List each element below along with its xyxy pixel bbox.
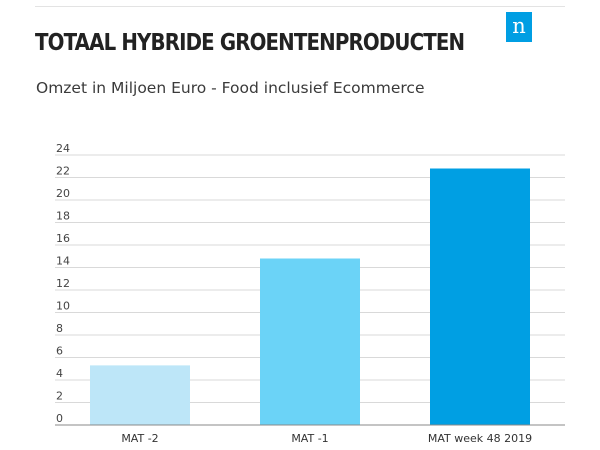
y-tick-label: 24	[56, 142, 70, 155]
x-axis-ticks: MAT -2 MAT -1 MAT week 48 2019	[121, 432, 532, 445]
y-tick-label: 22	[56, 165, 70, 178]
y-tick-label: 20	[56, 187, 70, 200]
y-tick-label: 4	[56, 367, 63, 380]
chart-title: TOTAAL HYBRIDE GROENTENPRODUCTEN	[35, 30, 465, 56]
x-tick-label: MAT -1	[291, 432, 328, 445]
y-tick-label: 16	[56, 232, 70, 245]
bar	[260, 258, 360, 425]
x-tick-label: MAT -2	[121, 432, 158, 445]
top-divider	[35, 6, 565, 7]
y-tick-label: 12	[56, 277, 70, 290]
logo-letter: n	[512, 13, 526, 38]
bars	[90, 168, 530, 425]
nielsen-logo-icon: n	[506, 12, 532, 42]
bar	[90, 365, 190, 425]
y-tick-label: 18	[56, 210, 70, 223]
y-tick-label: 14	[56, 255, 70, 268]
y-tick-label: 2	[56, 390, 63, 403]
x-tick-label: MAT week 48 2019	[428, 432, 532, 445]
chart-subtitle: Omzet in Miljoen Euro - Food inclusief E…	[36, 79, 425, 97]
y-tick-label: 6	[56, 345, 63, 358]
y-tick-label: 0	[56, 412, 63, 425]
bar	[430, 168, 530, 425]
y-tick-label: 8	[56, 322, 63, 335]
y-tick-label: 10	[56, 300, 70, 313]
